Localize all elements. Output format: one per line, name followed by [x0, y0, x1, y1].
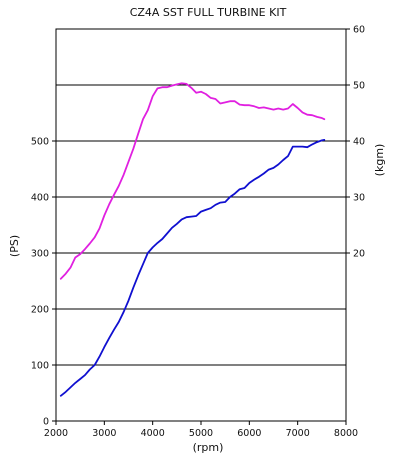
series-layer: [59, 82, 326, 397]
x-tick-label: 8000: [334, 428, 358, 439]
torque-curve: [59, 82, 326, 280]
right-axis-label: (kgm): [373, 144, 386, 177]
left-tick-label: 400: [31, 193, 49, 204]
left-axis-ticks: 0 100 200 300 400 500: [31, 137, 56, 428]
x-tick-label: 7000: [286, 428, 310, 439]
left-tick-label: 200: [31, 305, 49, 316]
left-tick-label: 100: [31, 361, 49, 372]
right-axis-ticks: 20 30 40 50 60: [346, 25, 365, 260]
x-tick-label: 3000: [92, 428, 116, 439]
left-tick-label: 500: [31, 137, 49, 148]
right-tick-label: 40: [353, 137, 365, 148]
left-tick-label: 300: [31, 249, 49, 260]
left-tick-label: 0: [43, 417, 49, 428]
x-tick-label: 4000: [141, 428, 165, 439]
right-tick-label: 60: [353, 25, 365, 36]
x-tick-label: 6000: [237, 428, 261, 439]
x-tick-label: 5000: [189, 428, 213, 439]
gridlines: [56, 84, 346, 366]
chart-title: CZ4A SST FULL TURBINE KIT: [130, 6, 287, 19]
x-axis-label: (rpm): [193, 441, 224, 454]
right-tick-label: 50: [353, 81, 365, 92]
left-axis-label: (PS): [8, 235, 21, 257]
x-axis-ticks: 2000 3000 4000 5000 6000 7000 8000: [44, 421, 358, 439]
power-curve: [59, 138, 326, 397]
right-tick-label: 30: [353, 193, 365, 204]
x-tick-label: 2000: [44, 428, 68, 439]
right-tick-label: 20: [353, 249, 365, 260]
plot-frame: [55, 28, 347, 422]
